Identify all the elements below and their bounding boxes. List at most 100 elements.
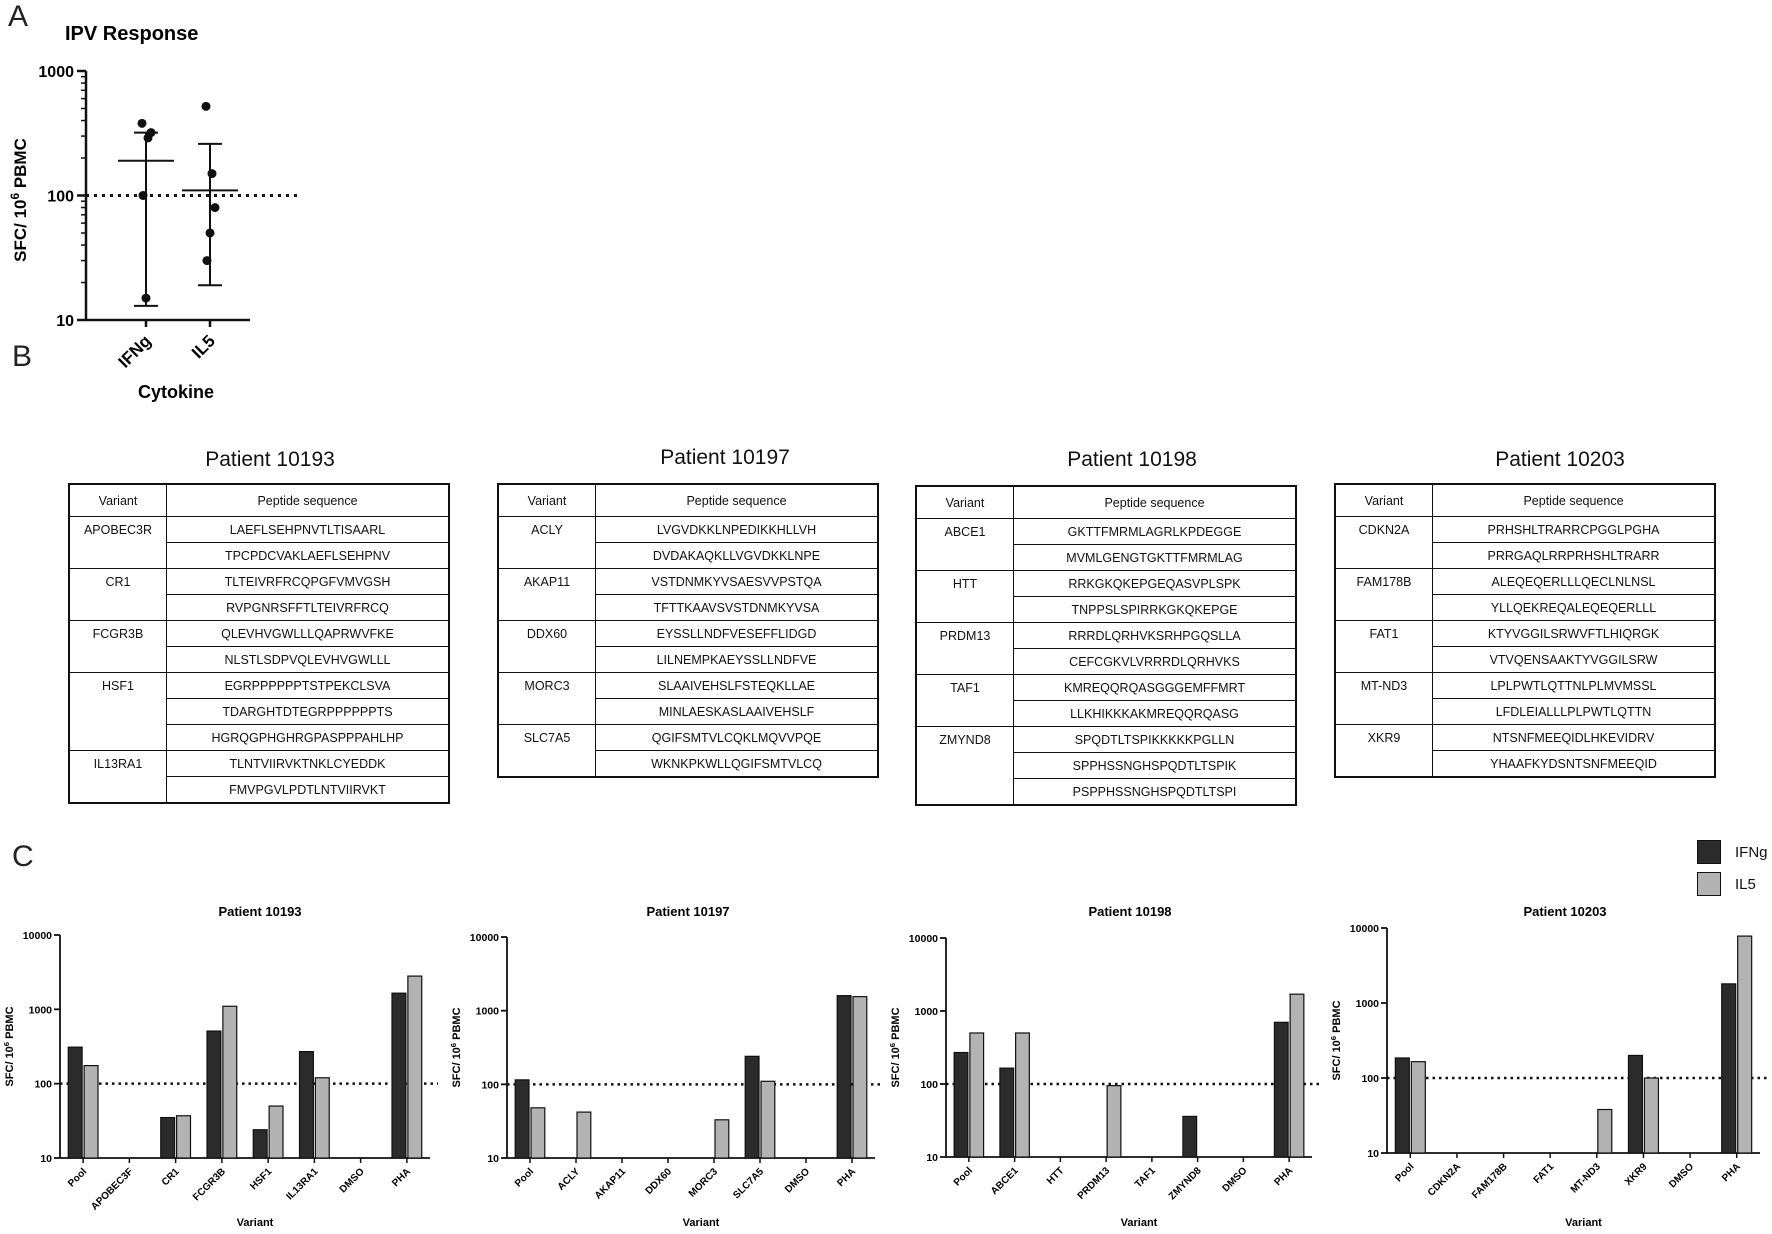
x-tick-label: PRDM13	[1076, 1165, 1113, 1202]
table-row: FAT1 KTYVGGILSRWVFTLHIQRGK	[1334, 620, 1716, 673]
x-axis-label: Variant	[237, 1217, 274, 1229]
table-row: CR1 TLTEIVRFRCQPGFVMVGSH	[68, 568, 450, 621]
table-row: MINLAESKASLAAIVEHSLF	[498, 698, 879, 725]
x-axis-label: Variant	[1121, 1217, 1158, 1229]
bar-ifng-pool	[1394, 1057, 1410, 1154]
header-peptide-sequence: Peptide sequence	[595, 483, 879, 517]
table-row: MT-ND3 LPLPWTLQTTNLPLMVMSSL	[1334, 672, 1716, 725]
x-axis-label: Variant	[683, 1217, 720, 1229]
peptide-table-10197: Variant Peptide sequence ACLY LVGVDKKLNPEDI…	[497, 483, 879, 778]
x-tick-label: IL5	[188, 331, 219, 362]
bar-il5-slc7a5	[760, 1080, 776, 1159]
bar-ifng-pha	[1721, 983, 1737, 1154]
peptide-cell: ALEQEQERLLLQECLNLNSL	[1432, 568, 1716, 595]
peptide-cell: PRRGAQLRRPRHSHLTRARR	[1432, 542, 1716, 569]
bar-chart-10198: Patient 10198 10 100 1000 10000 SFC/ 106 PBMC…	[888, 904, 1320, 1229]
data-point	[210, 203, 220, 213]
peptide-cell: QGIFSMTVLCQKLMQVVPQE	[595, 724, 879, 751]
bar-il5-il13ra1	[314, 1077, 330, 1159]
variant-cell: HSF1	[68, 672, 167, 751]
bar-il5-fcgr3b	[222, 1005, 238, 1159]
bar-ifng-pool	[67, 1046, 83, 1159]
table-row: MVMLGENGTGKTTFMRMLAG	[916, 544, 1297, 571]
x-tick-label: DMSO	[1667, 1161, 1696, 1190]
variant-cell: ACLY	[497, 516, 596, 569]
peptide-cell: RRKGKQKEPGEQASVPLSPK	[1013, 570, 1297, 597]
peptide-cell: YHAAFKYDSNTSNFMEEQID	[1432, 750, 1716, 778]
bar-il5-pha	[1737, 935, 1753, 1154]
bar-il5-prdm13	[1106, 1085, 1122, 1158]
y-tick-label: 100	[920, 1079, 938, 1091]
y-axis-label: SFC/ 106 PBMC	[8, 138, 30, 262]
table-row: FMVPGVLPDTLNTVIIRVKT	[69, 776, 450, 804]
table-header-row: Variant Peptide sequence	[497, 483, 879, 517]
peptide-cell: RVPGNRSFFTLTEIVRFRCQ	[166, 594, 450, 621]
header-variant: Variant	[68, 483, 167, 517]
x-tick-label: HSF1	[248, 1166, 274, 1192]
peptide-cell: EGRPPPPPPTSTPEKCLSVA	[166, 672, 450, 699]
y-tick-label: 1000	[38, 64, 74, 81]
chart-title: Patient 10203	[1523, 904, 1606, 919]
bar-ifng-slc7a5	[744, 1055, 760, 1159]
x-tick-label: DMSO	[1221, 1165, 1250, 1194]
table-row: PRRGAQLRRPRHSHLTRARR	[1335, 542, 1716, 569]
chart-legend: IFNg IL5	[1697, 840, 1768, 904]
variant-cell: TAF1	[915, 674, 1014, 727]
peptide-table-10193: Variant Peptide sequence APOBEC3R LAEFLSEHP…	[68, 483, 450, 804]
peptide-cell: SPPHSSNGHSPQDTLTSPIK	[1013, 752, 1297, 779]
peptide-cell: QLEVHVGWLLLQAPRWVFKE	[166, 620, 450, 647]
peptide-cell: WKNKPKWLLQGIFSMTVLCQ	[595, 750, 879, 778]
x-tick-label: FCGR3B	[191, 1166, 228, 1203]
legend-swatch-il5	[1697, 872, 1721, 896]
table-title-10193: Patient 10193	[205, 448, 335, 471]
y-tick-label: 10	[40, 1153, 52, 1165]
peptide-cell: SPQDTLTSPIKKKKKPGLLN	[1013, 726, 1297, 753]
table-row: LFDLEIALLLPLPWTLQTTN	[1335, 698, 1716, 725]
bar-il5-pha	[1289, 993, 1305, 1158]
table-row: TAF1 KMREQQRQASGGGEMFFMRT	[915, 674, 1297, 727]
data-point	[202, 256, 212, 266]
variant-cell: CR1	[68, 568, 167, 621]
y-tick-label: 10	[1367, 1148, 1379, 1160]
y-axis-label: SFC/ 106 PBMC	[1329, 1000, 1344, 1080]
variant-cell: CDKN2A	[1334, 516, 1433, 569]
y-tick-label: 10000	[909, 933, 938, 945]
bar-ifng-fcgr3b	[206, 1030, 222, 1159]
y-tick-label: 1000	[1356, 998, 1380, 1010]
table-row: TPCPDCVAKLAEFLSEHPNV	[69, 542, 450, 569]
table-row: XKR9 NTSNFMEEQIDLHKEVIDRV	[1334, 724, 1716, 778]
variant-cell: DDX60	[497, 620, 596, 673]
bar-il5-mt-nd3	[1597, 1108, 1613, 1154]
table-row: DVDAKAQKLLVGVDKKLNPE	[498, 542, 879, 569]
peptide-cell: YLLQEKREQALEQEQERLLL	[1432, 594, 1716, 621]
table-row: ABCE1 GKTTFMRMLAGRLKPDEGGE	[915, 518, 1297, 571]
peptide-cell: TNPPSLSPIRRKGKQKEPGE	[1013, 596, 1297, 623]
x-tick-label: XKR9	[1623, 1161, 1650, 1188]
variant-cell: FAT1	[1334, 620, 1433, 673]
x-tick-label: PHA	[390, 1166, 413, 1189]
table-row: CDKN2A PRHSHLTRARRCPGGLPGHA	[1334, 516, 1716, 569]
peptide-table-10203: Variant Peptide sequence CDKN2A PRHSHLTRARR…	[1334, 483, 1716, 778]
peptide-cell: CEFCGKVLVRRRDLQRHVKS	[1013, 648, 1297, 675]
peptide-cell: NLSTLSDPVQLEVHVGWLLL	[166, 646, 450, 673]
bar-il5-abce1	[1015, 1032, 1030, 1158]
table-row: ACLY LVGVDKKLNPEDIKKHLLVH	[497, 516, 879, 569]
y-tick-label: 100	[47, 189, 74, 206]
bar-il5-pool	[530, 1107, 546, 1159]
variant-cell: MORC3	[497, 672, 596, 725]
y-axis-label: SFC/ 106 PBMC	[888, 1007, 903, 1087]
x-tick-label: PHA	[1720, 1161, 1743, 1184]
table-row: TFTTKAAVSVSTDNMKYVSA	[498, 594, 879, 621]
peptide-cell: SLAAIVEHSLFSTEQKLLAE	[595, 672, 879, 699]
variant-cell: PRDM13	[915, 622, 1014, 675]
x-tick-label: IL13RA1	[284, 1166, 320, 1202]
data-point	[141, 293, 151, 303]
table-row: SLC7A5 QGIFSMTVLCQKLMQVVPQE	[497, 724, 879, 778]
data-point	[137, 118, 147, 128]
peptide-cell: LLKHIKKKAKMREQQRQASG	[1013, 700, 1297, 727]
table-row: TDARGHTDTEGRPPPPPPTS	[69, 698, 450, 725]
bar-il5-pool	[969, 1032, 985, 1158]
panel-letter-c: C	[12, 840, 34, 873]
peptide-cell: KTYVGGILSRWVFTLHIQRGK	[1432, 620, 1716, 647]
table-row: DDX60 EYSSLLNDFVESEFFLIDGD	[497, 620, 879, 673]
